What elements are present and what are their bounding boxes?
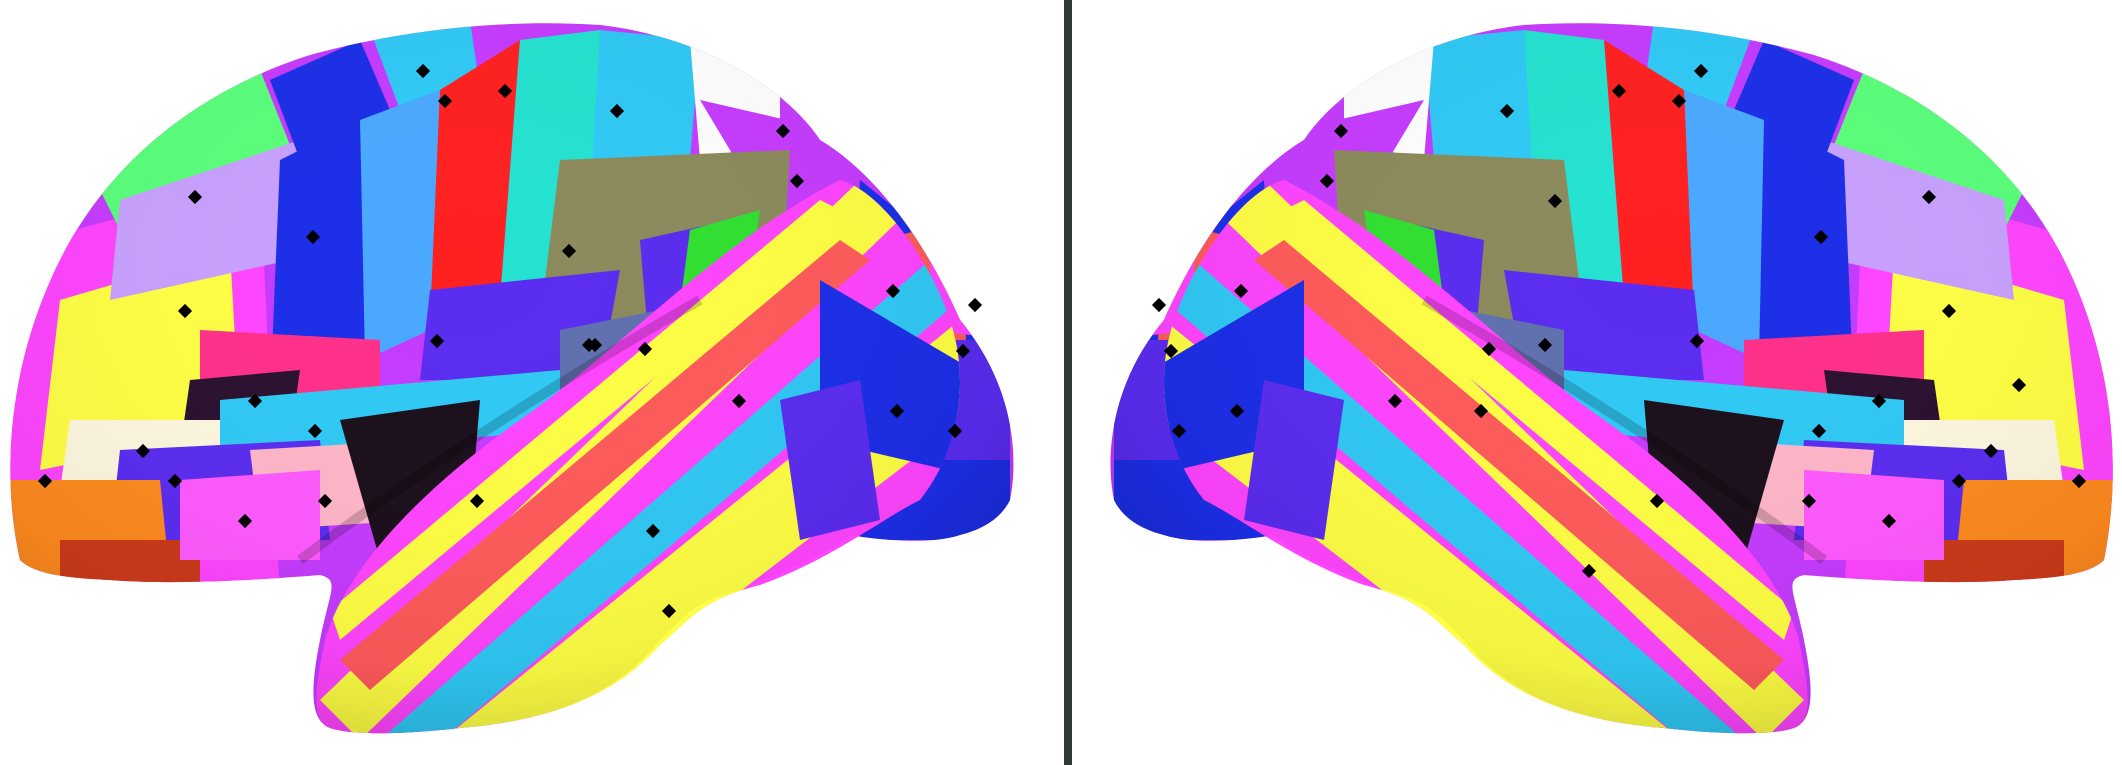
right-hemisphere-view — [1074, 0, 2122, 765]
right-hemisphere-surface — [1110, 23, 2113, 734]
right-parcel-markers — [1151, 63, 2087, 579]
left-hemisphere-view — [10, 23, 1014, 734]
left-parcel-markers — [37, 63, 983, 619]
left-hemisphere-surface — [10, 23, 1014, 734]
panel-divider — [1064, 0, 1072, 765]
